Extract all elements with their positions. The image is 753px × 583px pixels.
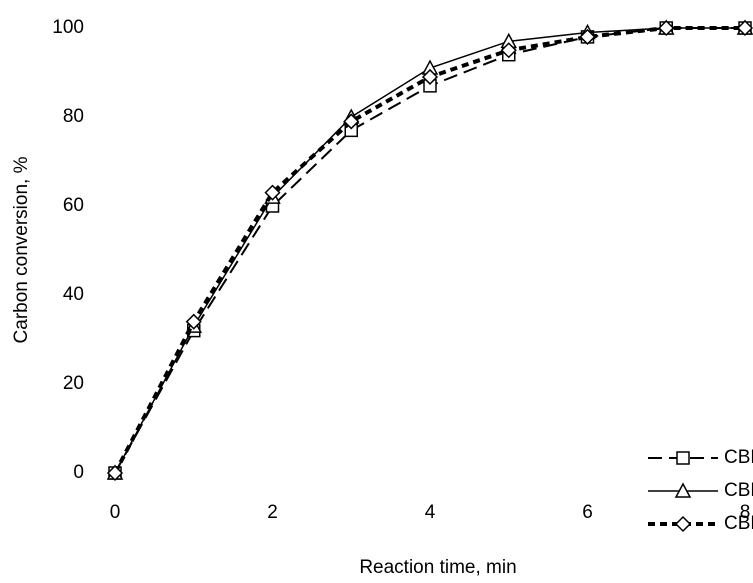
- y-tick-label: 80: [63, 106, 84, 127]
- data-point: [343, 113, 360, 130]
- y-tick-label: 20: [63, 373, 84, 394]
- y-axis-label: Carbon conversion, %: [11, 156, 32, 343]
- series-line: [114, 27, 745, 474]
- x-tick-label: 8: [740, 502, 751, 523]
- data-point: [579, 28, 596, 45]
- legend-label: CBPL500.1100: [724, 513, 753, 534]
- x-tick-label: 2: [267, 502, 278, 523]
- data-point: [185, 313, 202, 330]
- data-point: [106, 464, 124, 482]
- x-tick-label: 4: [425, 502, 436, 523]
- legend-label: CBPL700,1100: [724, 480, 753, 501]
- x-tick-label: 0: [110, 502, 121, 523]
- legend-label: CBPL900,1100: [724, 447, 753, 468]
- legend-marker: [676, 451, 690, 465]
- x-axis-label: Reaction time, min: [359, 557, 516, 578]
- x-tick-label: 6: [582, 502, 593, 523]
- y-tick-label: 100: [52, 17, 84, 38]
- data-point: [658, 19, 675, 37]
- series-line: [113, 26, 745, 474]
- legend-marker: [674, 482, 692, 498]
- data-point: [421, 68, 439, 86]
- y-tick-label: 0: [73, 462, 84, 483]
- data-point: [264, 184, 281, 201]
- data-point: [736, 19, 753, 37]
- series-line: [114, 27, 745, 474]
- legend-marker: [674, 515, 692, 533]
- data-point: [500, 42, 517, 59]
- y-tick-label: 40: [63, 284, 84, 305]
- y-tick-label: 60: [63, 195, 84, 216]
